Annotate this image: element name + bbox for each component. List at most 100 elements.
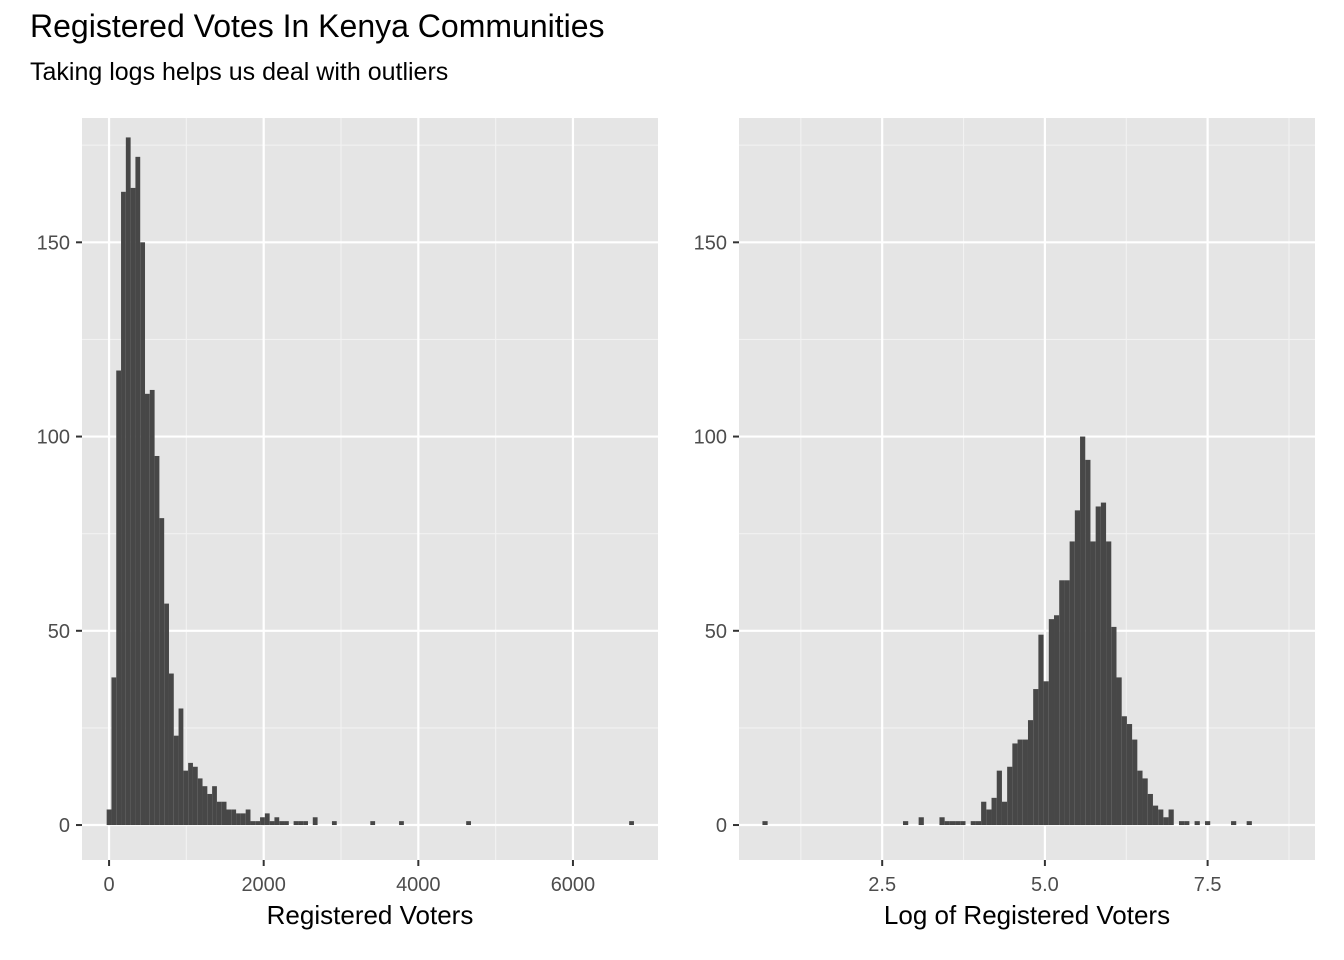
histogram-bar [1158,809,1164,826]
histogram-bar [145,393,150,826]
x-tick-label: 7.5 [1194,874,1222,896]
histogram-bar [1001,801,1008,826]
histogram-bar [207,793,213,826]
histogram-bar [106,809,112,826]
histogram-bar [1043,681,1049,826]
histogram-bar [1012,743,1018,826]
histogram-bar [1054,615,1060,826]
histogram-bar [197,778,203,826]
histogram-bar [140,242,146,826]
histogram-bar [1059,580,1065,826]
histogram-bar [975,821,982,826]
y-tick-label: 0 [59,815,70,837]
histogram-bar [221,801,227,826]
histogram-bar [245,809,251,826]
x-tick-label: 5.0 [1031,874,1059,896]
histogram-bar [260,817,265,826]
histogram-bar [1017,739,1023,826]
histogram-bar [1007,766,1013,826]
histogram-bar [1027,720,1034,826]
histogram-bar [1152,805,1159,826]
histogram-bar [192,766,198,826]
histogram-bar [981,801,987,826]
histogram-bar [331,821,337,826]
histogram-bar [1142,778,1148,826]
histogram-bar [1022,739,1028,826]
x-axis-title: Log of Registered Voters [884,900,1170,930]
histogram-bar [1048,619,1055,826]
histogram-bar [279,821,285,826]
histogram-bar [212,786,217,826]
histogram-bar [1194,821,1200,826]
x-tick-label: 4000 [396,874,441,896]
histogram-bar [236,813,241,826]
histogram-bar [312,817,318,826]
histogram-bar [399,821,404,826]
histogram-bar [1231,821,1237,826]
histogram-bar [293,821,299,826]
y-tick-label: 150 [694,232,727,254]
histogram-bar [121,191,126,826]
histogram-panel-log-registered-voters: 0 50 100 150 2.5 5.0 7.5 Log of Registered Vote… [694,118,1315,930]
histogram-bar [250,821,256,826]
histogram-bar [274,817,280,826]
x-axis-title: Registered Voters [267,900,474,930]
x-tick-label: 2.5 [868,874,896,896]
y-tick-label: 100 [37,427,70,449]
histogram-bar [370,821,376,826]
histogram-bar [1090,541,1096,826]
histogram-panel-registered-voters: 0 50 100 150 0 2000 4000 6000 Registered Voters [37,118,658,930]
histogram-bar [986,809,992,826]
histogram-bar [629,821,634,826]
chart-subtitle: Taking logs helps us deal with outliers [30,58,449,86]
histogram-bar [1178,821,1185,826]
histogram-bar [135,156,141,826]
histogram-bar [944,821,950,826]
histogram-bar [1064,580,1070,826]
histogram-bar [154,455,160,826]
histogram-bar [949,821,956,826]
histogram-bar [149,389,155,826]
histogram-bar [255,821,261,826]
chart-title: Registered Votes In Kenya Communities [30,8,605,44]
x-tick-label: 6000 [551,874,596,896]
histogram-bar [183,770,189,826]
histogram-bar [1116,677,1122,826]
histogram-bar [762,821,768,826]
histogram-bar [1033,689,1039,826]
histogram-bar [1126,724,1133,826]
histogram-bar [298,821,304,826]
histogram-bar [269,821,275,826]
histogram-bar [111,677,117,826]
histogram-bar [1205,821,1211,826]
histogram-bar [960,821,966,826]
histogram-bar [284,821,289,826]
histogram-bar [466,821,471,826]
y-tick-label: 50 [705,621,727,643]
y-tick-label: 0 [716,815,727,837]
histogram-bar [264,813,270,826]
histogram-bar [164,603,169,826]
histogram-bar [991,797,997,826]
y-tick-label: 50 [48,621,70,643]
histogram-bar [1106,541,1112,826]
histogram-bar [1074,510,1081,826]
histogram-bar [188,762,193,826]
histogram-bar [240,813,246,826]
histogram-bar [202,786,208,826]
histogram-bar [1163,817,1169,826]
histogram-bar [1080,436,1086,826]
histogram-bar [955,821,961,826]
histogram-bar [125,137,131,826]
histogram-bar [226,809,232,826]
histogram-bar [1246,821,1252,826]
x-tick-label: 0 [103,874,114,896]
histogram-bar [1137,770,1143,826]
histogram-bar [1184,821,1190,826]
histogram-bar [116,370,122,826]
histogram-bar [970,821,976,826]
histogram-bar [1121,716,1127,826]
histogram-bar [173,735,179,826]
histogram-bar [1168,809,1174,826]
